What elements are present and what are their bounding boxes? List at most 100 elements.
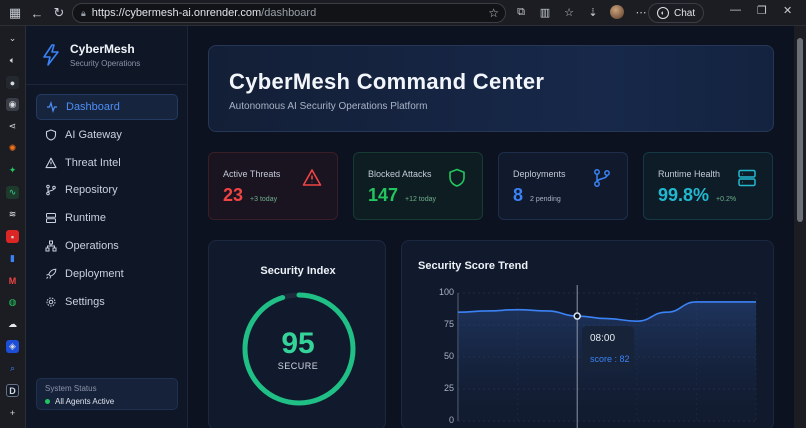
security-trend-card: Security Score Trend 100 75 50 25 0	[401, 240, 774, 428]
notification-tab-icon[interactable]: ▪	[6, 230, 19, 243]
sidebar-item-label: Repository	[65, 184, 118, 197]
sidebar-nav: Dashboard AI Gateway Threat Intel Reposi…	[36, 94, 178, 316]
sidebar-divider	[26, 84, 188, 85]
server-icon	[738, 169, 756, 187]
book-tab-icon[interactable]: ▮	[10, 253, 15, 263]
wave-tab-icon[interactable]: ≋	[8, 209, 17, 219]
chat-label: Chat	[674, 7, 696, 19]
pulse-tab-icon[interactable]: ∿	[6, 186, 19, 199]
brand: CyberMesh Security Operations	[42, 42, 140, 68]
stat-value: 23	[223, 185, 244, 205]
stat-card-active-threats[interactable]: Active Threats 23 +3 today	[208, 152, 338, 220]
stat-card-runtime-health[interactable]: Runtime Health 99.8% +0.2%	[643, 152, 773, 220]
security-gauge	[242, 292, 356, 406]
sidebar-item-settings[interactable]: Settings	[36, 289, 178, 315]
stat-card-blocked-attacks[interactable]: Blocked Attacks 147 +12 today	[353, 152, 483, 220]
burst-tab-icon[interactable]: ✺	[8, 143, 17, 153]
system-status-value: All Agents Active	[45, 397, 169, 406]
page-title: CyberMesh Command Center	[229, 69, 545, 94]
security-index-title: Security Index	[260, 265, 336, 277]
copilot-icon: ◐	[657, 7, 669, 19]
stat-delta: +0.2%	[716, 196, 737, 203]
profile-avatar[interactable]	[608, 3, 626, 21]
minimize-icon[interactable]: —	[730, 4, 741, 16]
gauge-arc	[242, 292, 356, 406]
hero-banner: CyberMesh Command Center Autonomous AI S…	[208, 45, 774, 132]
y-tick-label: 0	[448, 415, 454, 425]
y-tick-label: 75	[443, 319, 454, 329]
security-index-card: Security Index 95 SECURE	[208, 240, 386, 428]
system-status-panel: System Status All Agents Active	[36, 378, 178, 410]
more-icon[interactable]: ⋯	[635, 6, 647, 19]
sidebar-item-label: AI Gateway	[65, 128, 122, 141]
sidebar-item-label: Threat Intel	[65, 156, 121, 169]
audio-tab-icon[interactable]: 🔈︎	[9, 55, 16, 65]
y-tick-label: 100	[438, 287, 454, 297]
tooltip-time: 08:00	[590, 333, 616, 344]
status-dot	[45, 399, 50, 404]
sidebar-item-label: Operations	[65, 239, 119, 252]
cloud-tab-icon[interactable]: ☁	[8, 319, 17, 329]
stat-value: 8	[513, 185, 524, 205]
sidebar-item-dashboard[interactable]: Dashboard	[36, 94, 178, 120]
sidebar-item-threat-intel[interactable]: Threat Intel	[36, 150, 178, 176]
extensions-icon[interactable]: ⧉	[517, 5, 525, 18]
activity-icon	[46, 101, 58, 113]
lock-icon: 🔒︎	[81, 7, 86, 18]
new-tab-icon[interactable]: +	[9, 407, 16, 418]
brand-subtitle: Security Operations	[70, 59, 141, 68]
sidebar-item-deployment[interactable]: Deployment	[36, 261, 178, 287]
restore-icon[interactable]: ❐	[757, 5, 767, 17]
stat-delta: +12 today	[405, 196, 436, 203]
spark-tab-icon[interactable]: ✦	[8, 165, 17, 175]
arrow-tab-icon[interactable]: ⋖	[8, 121, 17, 131]
stat-label: Active Threats	[223, 169, 281, 179]
chart-tooltip: 08:00 score : 82	[582, 326, 634, 370]
stat-label: Deployments	[513, 169, 566, 179]
server-icon	[45, 212, 57, 224]
circle-tab-icon[interactable]: ◍	[8, 297, 17, 307]
sidebar-item-runtime[interactable]: Runtime	[36, 205, 178, 231]
favorite-star-icon[interactable]: ☆	[488, 6, 499, 20]
gmail-tab-icon[interactable]: M	[8, 275, 17, 286]
app-window: CyberMesh Security Operations Dashboard …	[26, 26, 794, 428]
sidebar-item-label: Settings	[65, 295, 105, 308]
tab-actions-icon[interactable]: ▦	[8, 5, 22, 20]
stat-delta: 2 pending	[530, 196, 561, 203]
sidebar-item-repository[interactable]: Repository	[36, 177, 178, 203]
sidebar-item-operations[interactable]: Operations	[36, 233, 178, 259]
refresh-icon[interactable]: ↻	[53, 5, 65, 20]
gear-icon	[45, 296, 57, 308]
stat-delta: +3 today	[250, 196, 278, 203]
bolt-logo-icon	[43, 44, 59, 66]
close-icon[interactable]: ✕	[783, 5, 793, 17]
stat-value: 147	[368, 185, 399, 205]
page-subtitle: Autonomous AI Security Operations Platfo…	[229, 101, 428, 112]
trend-line	[457, 301, 756, 322]
browser-toolbar: ▦ ← ↻ 🔒︎ https://cybermesh-ai.onrender.c…	[0, 0, 806, 26]
stat-card-deployments[interactable]: Deployments 8 2 pending	[498, 152, 628, 220]
warning-icon	[45, 157, 57, 169]
chevron-down-icon[interactable]: ⌄	[8, 33, 17, 43]
git-branch-icon	[45, 184, 57, 196]
system-status-title: System Status	[45, 384, 97, 393]
favorites-icon[interactable]: ☆	[564, 6, 574, 19]
back-icon[interactable]: ←	[30, 5, 44, 21]
github-tab-icon[interactable]: ●	[6, 76, 19, 89]
stat-value: 99.8%	[658, 185, 710, 205]
scrollbar-thumb[interactable]	[797, 38, 803, 222]
address-bar[interactable]: 🔒︎ https://cybermesh-ai.onrender.com/das…	[72, 3, 506, 23]
brand-name: CyberMesh	[70, 42, 135, 56]
sidebar-item-ai-gateway[interactable]: AI Gateway	[36, 122, 178, 148]
network-icon	[45, 240, 57, 252]
page-scrollbar[interactable]	[794, 26, 806, 428]
split-screen-icon[interactable]: ▥	[539, 6, 551, 19]
active-tab-icon[interactable]: ◈	[6, 340, 19, 353]
search-tab-icon[interactable]: ⌕	[9, 363, 16, 373]
chat-button[interactable]: ◐ Chat	[648, 3, 705, 23]
d-tab-icon[interactable]: D	[6, 384, 19, 397]
shield-icon	[449, 168, 465, 187]
stat-label: Runtime Health	[658, 169, 721, 179]
app-tab-icon[interactable]: ◉	[6, 98, 19, 111]
download-icon[interactable]: ⇣	[588, 6, 598, 19]
